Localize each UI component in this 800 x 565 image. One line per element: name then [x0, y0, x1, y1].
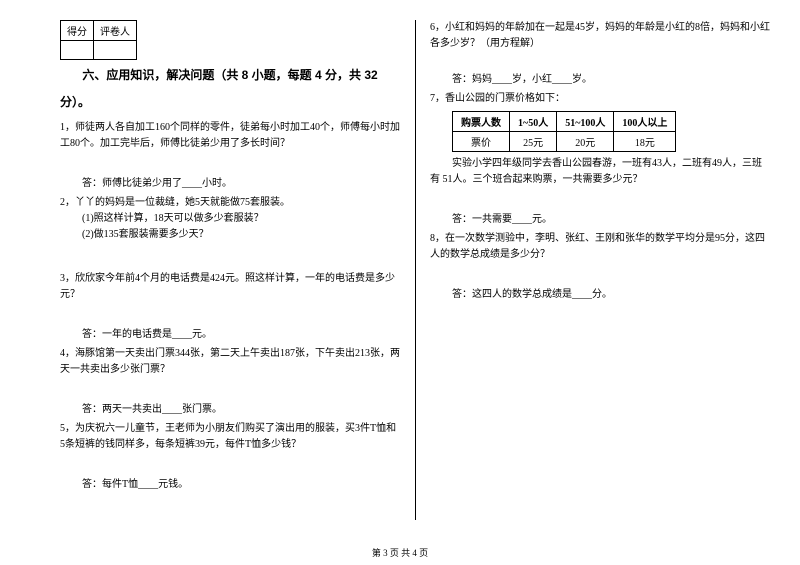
- answer-4: 答：两天一共卖出____张门票。: [82, 400, 400, 415]
- answer-6: 答：妈妈____岁，小红____岁。: [452, 70, 770, 85]
- section-title-b: 分）。: [60, 93, 400, 110]
- price-cell-1: 20元: [557, 132, 614, 152]
- question-6: 6，小红和妈妈的年龄加在一起是45岁，妈妈的年龄是小红的8倍，妈妈和小红各多少岁…: [430, 20, 770, 52]
- question-5: 5，为庆祝六一儿童节，王老师为小朋友们购买了演出用的服装，买3件T恤和5条短裤的…: [60, 421, 400, 453]
- grader-label: 评卷人: [94, 21, 137, 41]
- answer-1: 答：师傅比徒弟少用了____小时。: [82, 174, 400, 189]
- price-header-0: 购票人数: [453, 112, 510, 132]
- question-3: 3，欣欣家今年前4个月的电话费是424元。照这样计算，一年的电话费是多少元？: [60, 271, 400, 303]
- score-cell: [61, 41, 94, 60]
- price-header-3: 100人以上: [614, 112, 676, 132]
- question-2-2: (2)做135套服装需要多少天？: [60, 227, 400, 243]
- price-table: 购票人数 1~50人 51~100人 100人以上 票价 25元 20元 18元: [452, 111, 676, 152]
- price-header-2: 51~100人: [557, 112, 614, 132]
- price-cell-0: 25元: [510, 132, 557, 152]
- question-7: 7，香山公园的门票价格如下：: [430, 91, 770, 107]
- answer-3: 答：一年的电话费是____元。: [82, 325, 400, 340]
- question-7-after: 实验小学四年级同学去香山公园春游，一班有43人，二班有49人，三班有 51人。三…: [430, 156, 770, 188]
- question-4: 4，海豚馆第一天卖出门票344张，第二天上午卖出187张，下午卖出213张，两天…: [60, 346, 400, 378]
- score-label: 得分: [61, 21, 94, 41]
- answer-5: 答：每件T恤____元钱。: [82, 475, 400, 490]
- answer-7: 答：一共需要____元。: [452, 210, 770, 225]
- question-2: 2，丫丫的妈妈是一位裁缝，她5天就能做75套服装。: [60, 195, 400, 211]
- question-1: 1，师徒两人各自加工160个同样的零件，徒弟每小时加工40个，师傅每小时加工80…: [60, 120, 400, 152]
- page-footer: 第 3 页 共 4 页: [0, 546, 800, 559]
- question-2-1: (1)照这样计算，18天可以做多少套服装？: [60, 211, 400, 227]
- price-row-label: 票价: [453, 132, 510, 152]
- answer-8: 答：这四人的数学总成绩是____分。: [452, 285, 770, 300]
- section-title-a: 六、应用知识，解决问题（共 8 小题，每题 4 分，共 32: [60, 66, 400, 83]
- price-header-1: 1~50人: [510, 112, 557, 132]
- grader-cell: [94, 41, 137, 60]
- score-box: 得分 评卷人: [60, 20, 137, 60]
- price-cell-2: 18元: [614, 132, 676, 152]
- question-8: 8，在一次数学测验中，李明、张红、王刚和张华的数学平均分是95分，这四人的数学总…: [430, 231, 770, 263]
